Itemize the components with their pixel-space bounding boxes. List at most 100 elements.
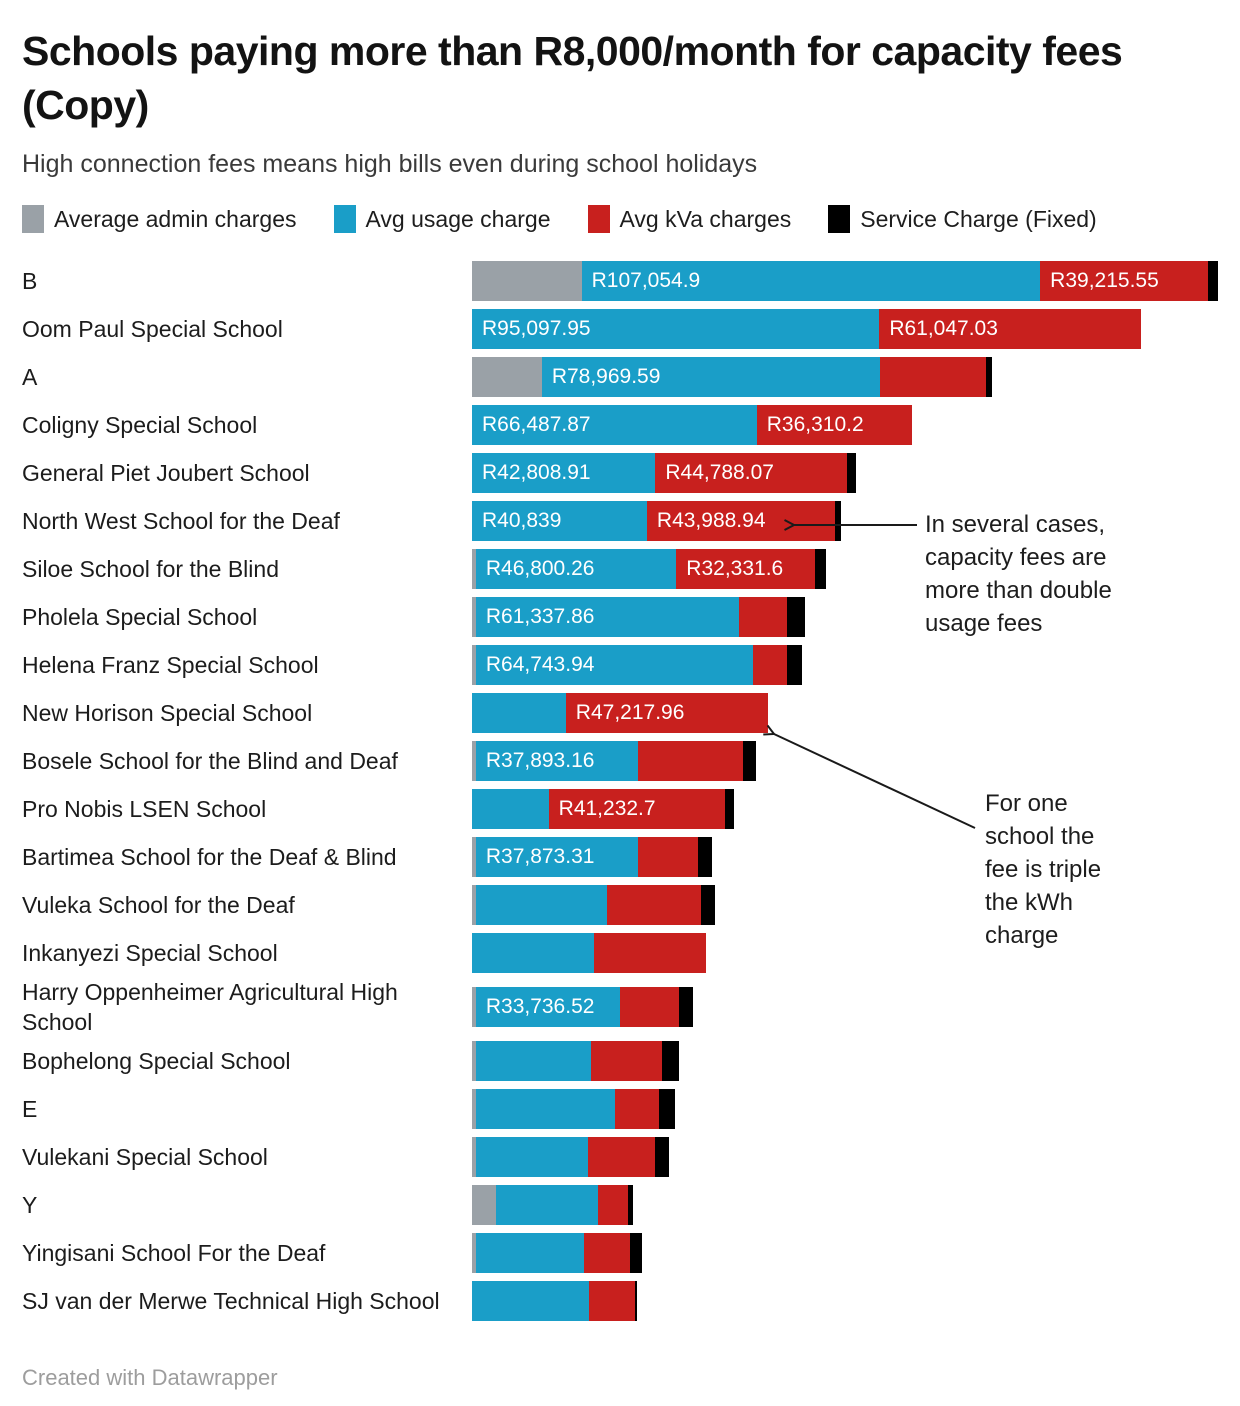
bar-segment-service[interactable] [662,1041,680,1081]
bar-segment-admin[interactable] [472,597,476,637]
bar-value-label: R36,310.2 [766,413,864,436]
bar-segment-kva[interactable] [620,987,679,1027]
bar-segment-admin[interactable] [472,1137,476,1177]
bar-segment-kva[interactable] [880,357,986,397]
bar-segment-usage[interactable]: R33,736.52 [475,987,621,1027]
legend-item-kva: Avg kVa charges [587,205,791,233]
bar-segment-admin[interactable] [472,645,476,685]
bar-segment-service[interactable] [1208,261,1218,301]
bar-segment-kva[interactable] [591,1041,663,1081]
bar-track [472,933,1218,973]
bar-segment-usage[interactable] [472,1281,589,1321]
bar-segment-usage[interactable]: R66,487.87 [472,405,757,445]
bar-segment-kva[interactable] [753,645,787,685]
bar-segment-kva[interactable]: R47,217.96 [565,693,769,733]
bar-segment-service[interactable] [628,1185,634,1225]
bar-segment-kva[interactable]: R36,310.2 [756,405,913,445]
bar-segment-kva[interactable] [588,1137,656,1177]
row-label: Siloe School for the Blind [22,556,279,582]
bar-segment-usage[interactable]: R107,054.9 [581,261,1041,301]
bar-segment-service[interactable] [701,885,716,925]
bar-track: R46,800.26 R32,331.6 [472,549,1218,589]
table-row: North West School for the Deaf R40,839 R43… [22,497,1218,545]
bar-segment-admin[interactable] [472,1041,476,1081]
bar-segment-kva[interactable] [598,1185,629,1225]
bar-segment-usage[interactable]: R61,337.86 [475,597,739,637]
bar-segment-usage[interactable]: R95,097.95 [472,309,880,349]
legend-item-admin: Average admin charges [22,205,297,233]
bar-segment-service[interactable] [743,741,756,781]
bar-segment-kva[interactable] [607,885,702,925]
bar-segment-service[interactable] [835,501,842,541]
bar-segment-usage[interactable]: R37,873.31 [475,837,639,877]
bar-segment-usage[interactable] [495,1185,599,1225]
bar-track: R37,893.16 [472,741,1218,781]
bar-segment-admin[interactable] [472,1089,476,1129]
table-row: Yingisani School For the Deaf [22,1229,1218,1277]
bar-segment-admin[interactable] [472,1185,496,1225]
bar-segment-usage[interactable] [472,693,566,733]
bar-track [472,1137,1218,1177]
bar-segment-admin[interactable] [472,1233,476,1273]
bar-segment-admin[interactable] [472,549,476,589]
bar-segment-usage[interactable]: R37,893.16 [475,741,639,781]
annotation-line: In several cases, [925,511,1106,538]
bar-segment-usage[interactable] [475,1233,584,1273]
bar-segment-usage[interactable] [472,933,594,973]
row-label: SJ van der Merwe Technical High School [22,1288,440,1314]
bar-segment-kva[interactable] [615,1089,660,1129]
bar-segment-usage[interactable]: R40,839 [472,501,647,541]
bar-segment-service[interactable] [655,1137,670,1177]
bar-segment-usage[interactable]: R46,800.26 [475,549,677,589]
bar-segment-service[interactable] [786,645,802,685]
bar-segment-kva[interactable]: R44,788.07 [655,453,848,493]
bar-value-label: R64,743.94 [485,653,595,676]
bar-segment-service[interactable] [659,1089,675,1129]
table-row: Pholela Special School R61,337.86 [22,593,1218,641]
bar-value-label: R42,808.91 [482,461,591,484]
bar-segment-service[interactable] [814,549,826,589]
bar-segment-admin[interactable] [472,837,476,877]
bar-segment-kva[interactable] [638,837,698,877]
bar-segment-usage[interactable]: R64,743.94 [475,645,754,685]
row-label: B [22,268,38,294]
bar-segment-kva[interactable]: R43,988.94 [646,501,836,541]
bar-segment-usage[interactable] [475,885,608,925]
bar-segment-kva[interactable]: R32,331.6 [676,549,815,589]
bar-segment-kva[interactable]: R39,215.55 [1040,261,1209,301]
bar-segment-service[interactable] [985,357,992,397]
bar-segment-service[interactable] [787,597,805,637]
bar-track: R95,097.95 R61,047.03 [472,309,1218,349]
bar-segment-admin[interactable] [472,987,476,1027]
bar-segment-kva[interactable] [583,1233,631,1273]
bar-segment-kva[interactable]: R41,232.7 [548,789,726,829]
bar-segment-kva[interactable]: R61,047.03 [879,309,1141,349]
bar-segment-usage[interactable] [472,789,549,829]
bar-segment-service[interactable] [630,1233,642,1273]
bar-track: R33,736.52 [472,987,1218,1027]
bar-segment-service[interactable] [847,453,857,493]
bar-segment-admin[interactable] [472,885,476,925]
bar-segment-kva[interactable] [588,1281,636,1321]
bar-segment-admin[interactable] [472,261,582,301]
bar-segment-service[interactable] [698,837,713,877]
row-label: Harry Oppenheimer Agricultural High Scho… [22,979,398,1035]
chart-title: Schools paying more than R8,000/month fo… [22,28,1123,128]
bar-segment-usage[interactable]: R42,808.91 [472,453,656,493]
bar-value-label: R95,097.95 [482,317,591,340]
bar-segment-service[interactable] [679,987,694,1027]
table-row: Vulekani Special School [22,1133,1218,1181]
bar-segment-service[interactable] [635,1281,638,1321]
bar-segment-kva[interactable] [638,741,744,781]
row-label: New Horison Special School [22,700,313,726]
bar-segment-admin[interactable] [472,357,542,397]
annotation-double-usage: In several cases, capacity fees are more t… [925,508,1112,640]
bar-segment-usage[interactable]: R78,969.59 [541,357,881,397]
bar-segment-usage[interactable] [475,1137,589,1177]
bar-segment-usage[interactable] [475,1089,616,1129]
bar-segment-kva[interactable] [593,933,707,973]
bar-segment-admin[interactable] [472,741,476,781]
bar-segment-kva[interactable] [738,597,788,637]
bar-segment-usage[interactable] [475,1041,592,1081]
bar-segment-service[interactable] [725,789,735,829]
